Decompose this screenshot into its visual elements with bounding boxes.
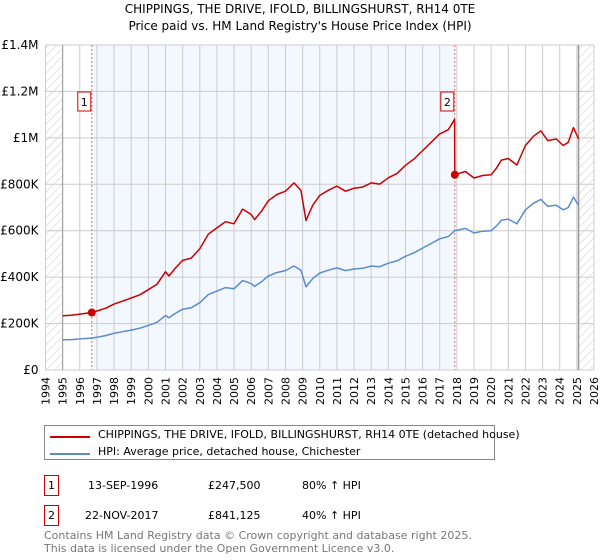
x-tick-label: 2012 [348,377,361,405]
chart-title: CHIPPINGS, THE DRIVE, IFOLD, BILLINGSHUR… [125,2,476,16]
sale-date-2: 22-NOV-2017 [85,509,159,522]
legend-swatch-property [50,436,90,438]
x-tick-label: 1995 [57,377,70,405]
x-tick-label: 2006 [245,377,258,405]
sale-point-1 [87,308,96,317]
sale-hpi-2: 40% ↑ HPI [302,509,361,522]
sale-badge-2: 2 [44,505,59,526]
sale-box-2 [440,91,455,112]
x-tick-label: 1994 [40,377,53,405]
x-tick-label: 2026 [588,377,600,405]
y-tick-label: £1M [13,131,39,145]
chart-subtitle: Price paid vs. HM Land Registry's House … [128,19,471,33]
chart-legend: CHIPPINGS, THE DRIVE, IFOLD, BILLINGSHUR… [44,425,520,460]
x-tick-label: 2016 [417,377,430,405]
sale-price-1: £247,500 [208,479,261,492]
x-tick-label: 2014 [382,377,395,405]
x-tick-label: 2009 [297,377,310,405]
no-data-hatch-left [45,45,63,370]
x-tick-label: 2023 [537,377,550,405]
legend-label-hpi: HPI: Average price, detached house, Chic… [98,445,361,458]
x-tick-label: 2022 [519,377,532,405]
sale-point-2 [450,170,459,179]
y-tick-label: £400K [0,270,40,284]
x-tick-label: 2013 [365,377,378,405]
x-tick-label: 2019 [468,377,481,405]
x-tick-label: 2015 [399,377,412,405]
y-tick-label: £600K [0,224,40,238]
price-chart: CHIPPINGS, THE DRIVE, IFOLD, BILLINGSHUR… [0,2,600,405]
sale-box-label-1: 1 [81,96,88,109]
x-tick-label: 2017 [434,377,447,405]
x-tick-label: 2005 [228,377,241,405]
sale-badge-1: 1 [44,475,59,496]
y-tick-label: £1.2M [1,84,38,98]
x-tick-label: 1998 [108,377,121,405]
ownership-period-band [91,45,455,370]
sale-date-1: 13-SEP-1996 [88,479,159,492]
x-tick-label: 1997 [91,377,104,405]
x-tick-label: 2000 [142,377,155,405]
x-tick-label: 2020 [485,377,498,405]
sale-box-1 [77,91,92,112]
x-tick-label: 2001 [159,377,172,405]
x-tick-label: 2021 [502,377,515,405]
x-tick-label: 2010 [314,377,327,405]
property-price-line [62,118,580,317]
no-data-hatch-right [578,45,594,370]
sale-hpi-1: 80% ↑ HPI [302,479,361,492]
x-tick-label: 2002 [177,377,190,405]
x-tick-label: 1996 [74,377,87,405]
x-tick-label: 2007 [262,377,275,405]
y-tick-label: £800K [0,177,40,191]
y-tick-label: £0 [23,363,38,377]
x-tick-label: 2004 [211,377,224,405]
legend-label-property: CHIPPINGS, THE DRIVE, IFOLD, BILLINGSHUR… [98,428,520,441]
x-tick-label: 2024 [554,377,567,405]
x-tick-label: 2025 [571,377,584,405]
x-tick-label: 1999 [125,377,138,405]
x-tick-label: 2008 [279,377,292,405]
hpi-line [62,196,580,341]
footer-licence: This data is licensed under the Open Gov… [44,542,395,555]
y-tick-label: £200K [0,317,40,331]
sale-price-2: £841,125 [208,509,261,522]
footer-copyright: Contains HM Land Registry data © Crown c… [44,529,472,542]
x-tick-label: 2003 [194,377,207,405]
sale-box-label-2: 2 [444,96,451,109]
y-tick-label: £1.4M [1,38,38,52]
x-tick-label: 2018 [451,377,464,405]
x-tick-label: 2011 [331,377,344,405]
legend-swatch-hpi [50,453,90,455]
